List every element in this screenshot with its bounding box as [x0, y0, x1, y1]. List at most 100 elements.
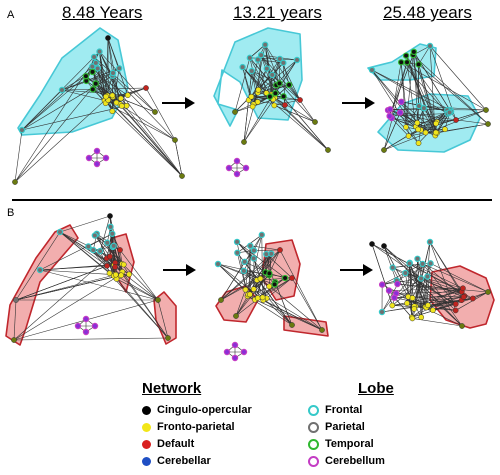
network-node: [425, 303, 430, 308]
legend-lobe-item: Parietal: [308, 421, 365, 433]
network-node: [419, 315, 424, 320]
network-node: [255, 295, 260, 300]
network-node: [110, 231, 115, 236]
network-node: [118, 96, 123, 101]
network-node: [241, 139, 246, 144]
network-node: [92, 233, 97, 238]
network-node: [264, 252, 269, 257]
network-node: [286, 82, 291, 87]
network-node: [264, 66, 269, 71]
network-node: [289, 322, 294, 327]
legend-lobe-title: Lobe: [358, 380, 394, 397]
network-node: [461, 294, 466, 299]
legend-ring: [308, 439, 319, 450]
network-node: [83, 316, 88, 321]
network-node: [107, 213, 112, 218]
network-node: [232, 355, 237, 360]
network-node: [433, 121, 438, 126]
network-node: [226, 165, 231, 170]
network-node: [172, 137, 177, 142]
network-node: [260, 295, 265, 300]
network-node: [37, 267, 42, 272]
network-node: [420, 261, 425, 266]
network-node: [248, 243, 253, 248]
network-node: [453, 308, 458, 313]
network-node: [416, 103, 421, 108]
network-node: [242, 259, 247, 264]
network-node: [442, 127, 447, 132]
network-node: [433, 130, 438, 135]
network-node: [390, 265, 395, 270]
network-node: [110, 70, 115, 75]
network-node: [124, 103, 129, 108]
network-node: [379, 309, 384, 314]
network-node: [112, 264, 117, 269]
network-edge: [15, 130, 22, 182]
network-node: [119, 103, 124, 108]
network-edge: [14, 338, 168, 340]
network-node: [390, 303, 395, 308]
network-node: [247, 55, 252, 60]
network-node: [255, 57, 260, 62]
legend-network-title: Network: [142, 380, 201, 397]
network-node: [403, 270, 408, 275]
network-node: [411, 49, 416, 54]
network-node: [234, 239, 239, 244]
network-node: [403, 53, 408, 58]
network-node: [86, 155, 91, 160]
network-node: [404, 60, 409, 65]
network-edge: [40, 270, 114, 275]
network-node: [155, 297, 160, 302]
network-node: [258, 276, 263, 281]
network-node: [249, 68, 254, 73]
network-node: [165, 335, 170, 340]
network-node: [103, 155, 108, 160]
network-node: [241, 349, 246, 354]
network-node: [269, 251, 274, 256]
arrow-b1: [163, 264, 196, 276]
network-node: [218, 297, 223, 302]
network-node: [250, 104, 255, 109]
default-region-hull: [6, 225, 78, 345]
network-node: [415, 120, 420, 125]
network-node: [485, 121, 490, 126]
network-node: [125, 93, 130, 98]
legend-dot: [142, 440, 151, 449]
network-node: [83, 74, 88, 79]
network-node: [282, 275, 287, 280]
legend-lobe-item: Cerebellum: [308, 455, 385, 467]
network-node: [453, 301, 458, 306]
network-node: [104, 263, 109, 268]
network-node: [232, 342, 237, 347]
network-node: [117, 66, 122, 71]
age-label-3: 25.48 years: [383, 3, 472, 23]
network-node: [387, 113, 392, 118]
arrow-a2: [342, 97, 375, 109]
network-node: [57, 229, 62, 234]
panel-label-a: A: [7, 9, 14, 21]
network-node: [416, 127, 421, 132]
legend-dot: [142, 406, 151, 415]
network-node: [416, 62, 421, 67]
network-node: [98, 249, 103, 254]
network-node: [92, 54, 97, 59]
network-node: [386, 288, 391, 293]
network-node: [281, 60, 286, 65]
network-node: [90, 87, 95, 92]
network-node: [381, 147, 386, 152]
network-node: [267, 284, 272, 289]
network-node: [110, 93, 115, 98]
network-node: [453, 117, 458, 122]
network-node: [294, 57, 299, 62]
legend-lobe-item: Frontal: [308, 404, 362, 416]
network-node: [143, 85, 148, 90]
network-node: [94, 148, 99, 153]
network-node: [251, 256, 256, 261]
network-node: [312, 119, 317, 124]
network-edge: [60, 232, 114, 276]
network-node: [447, 110, 452, 115]
network-node: [483, 107, 488, 112]
network-node: [107, 254, 112, 259]
network-node: [273, 91, 278, 96]
network-node: [404, 301, 409, 306]
